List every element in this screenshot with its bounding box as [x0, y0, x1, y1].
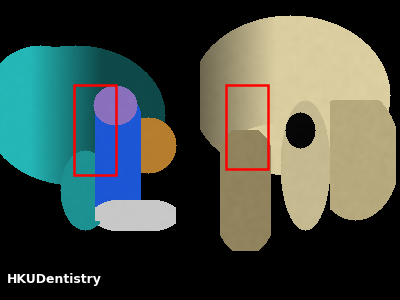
Bar — [226, 85, 268, 169]
Bar — [74, 85, 116, 176]
Text: HKUDentistry: HKUDentistry — [7, 274, 102, 286]
